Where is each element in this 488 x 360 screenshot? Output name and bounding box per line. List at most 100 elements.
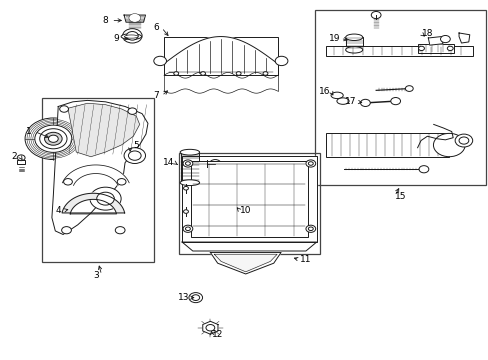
Circle shape bbox=[60, 106, 68, 112]
Ellipse shape bbox=[336, 98, 348, 104]
Circle shape bbox=[48, 135, 58, 142]
Text: 5: 5 bbox=[133, 141, 139, 150]
Text: 8: 8 bbox=[102, 16, 108, 25]
Bar bbox=[163, 37, 277, 75]
Polygon shape bbox=[163, 72, 277, 93]
Circle shape bbox=[183, 225, 192, 232]
Text: 12: 12 bbox=[212, 330, 223, 339]
Ellipse shape bbox=[180, 180, 199, 185]
Circle shape bbox=[61, 226, 71, 234]
Text: 19: 19 bbox=[328, 34, 340, 43]
Circle shape bbox=[44, 132, 62, 145]
Circle shape bbox=[122, 29, 142, 43]
Polygon shape bbox=[182, 242, 316, 251]
Circle shape bbox=[275, 56, 287, 66]
Bar bbox=[345, 37, 362, 50]
Text: 16: 16 bbox=[319, 86, 330, 95]
Bar bbox=[326, 45, 472, 56]
Circle shape bbox=[129, 14, 141, 22]
Polygon shape bbox=[62, 165, 129, 185]
Circle shape bbox=[124, 148, 145, 163]
Circle shape bbox=[191, 295, 199, 301]
Circle shape bbox=[97, 192, 114, 205]
Polygon shape bbox=[458, 33, 469, 43]
Circle shape bbox=[370, 12, 380, 19]
Circle shape bbox=[25, 118, 81, 159]
Circle shape bbox=[305, 160, 315, 167]
Polygon shape bbox=[124, 15, 145, 22]
Text: 1: 1 bbox=[26, 127, 32, 136]
Ellipse shape bbox=[330, 92, 343, 99]
Circle shape bbox=[35, 125, 72, 152]
Text: 4: 4 bbox=[55, 206, 61, 215]
Circle shape bbox=[432, 134, 464, 157]
Text: 11: 11 bbox=[299, 255, 310, 264]
Circle shape bbox=[188, 293, 202, 303]
Text: 2: 2 bbox=[12, 152, 17, 161]
Circle shape bbox=[447, 46, 452, 50]
Text: 15: 15 bbox=[394, 192, 406, 201]
Circle shape bbox=[115, 226, 125, 234]
Circle shape bbox=[440, 36, 449, 42]
Circle shape bbox=[308, 227, 313, 230]
Circle shape bbox=[90, 187, 121, 210]
Circle shape bbox=[458, 137, 468, 144]
Circle shape bbox=[40, 129, 67, 149]
Circle shape bbox=[63, 179, 72, 185]
Polygon shape bbox=[163, 37, 277, 75]
Polygon shape bbox=[182, 156, 316, 242]
Circle shape bbox=[128, 151, 141, 160]
Polygon shape bbox=[210, 252, 281, 274]
Ellipse shape bbox=[180, 149, 199, 155]
Polygon shape bbox=[62, 193, 124, 214]
Circle shape bbox=[183, 186, 188, 190]
Bar bbox=[17, 160, 25, 164]
Circle shape bbox=[418, 46, 424, 50]
Ellipse shape bbox=[345, 34, 362, 41]
Circle shape bbox=[308, 162, 313, 165]
Circle shape bbox=[200, 72, 205, 75]
Circle shape bbox=[418, 166, 428, 173]
Bar bbox=[190, 161, 307, 237]
Polygon shape bbox=[427, 37, 442, 45]
Circle shape bbox=[117, 179, 126, 185]
Circle shape bbox=[405, 86, 412, 91]
Circle shape bbox=[128, 108, 137, 114]
Circle shape bbox=[185, 162, 190, 165]
Text: 18: 18 bbox=[421, 29, 432, 38]
Circle shape bbox=[154, 56, 166, 66]
Ellipse shape bbox=[121, 34, 142, 40]
Bar bbox=[315, 10, 485, 185]
Circle shape bbox=[360, 99, 369, 107]
Polygon shape bbox=[203, 321, 218, 334]
Circle shape bbox=[263, 72, 267, 75]
Circle shape bbox=[173, 72, 178, 75]
Polygon shape bbox=[214, 254, 277, 272]
Text: 6: 6 bbox=[153, 23, 158, 32]
Text: 3: 3 bbox=[93, 270, 99, 279]
Bar bbox=[326, 134, 448, 157]
Circle shape bbox=[454, 134, 472, 147]
Text: 13: 13 bbox=[178, 293, 189, 302]
Circle shape bbox=[183, 210, 188, 213]
Circle shape bbox=[183, 160, 192, 167]
Text: 14: 14 bbox=[163, 158, 174, 167]
Circle shape bbox=[236, 72, 241, 75]
Text: 7: 7 bbox=[153, 91, 158, 100]
Polygon shape bbox=[62, 193, 124, 214]
Text: 10: 10 bbox=[239, 206, 251, 215]
Ellipse shape bbox=[345, 46, 362, 53]
Bar bbox=[417, 44, 453, 53]
Circle shape bbox=[126, 32, 138, 40]
Polygon shape bbox=[68, 103, 140, 157]
Ellipse shape bbox=[124, 35, 138, 38]
Text: 9: 9 bbox=[114, 34, 120, 43]
Circle shape bbox=[185, 227, 190, 230]
Circle shape bbox=[205, 324, 214, 331]
Bar bbox=[178, 153, 320, 253]
Circle shape bbox=[390, 98, 400, 105]
Bar bbox=[180, 152, 199, 183]
Circle shape bbox=[305, 225, 315, 232]
Circle shape bbox=[17, 155, 25, 161]
Bar bbox=[42, 98, 154, 262]
